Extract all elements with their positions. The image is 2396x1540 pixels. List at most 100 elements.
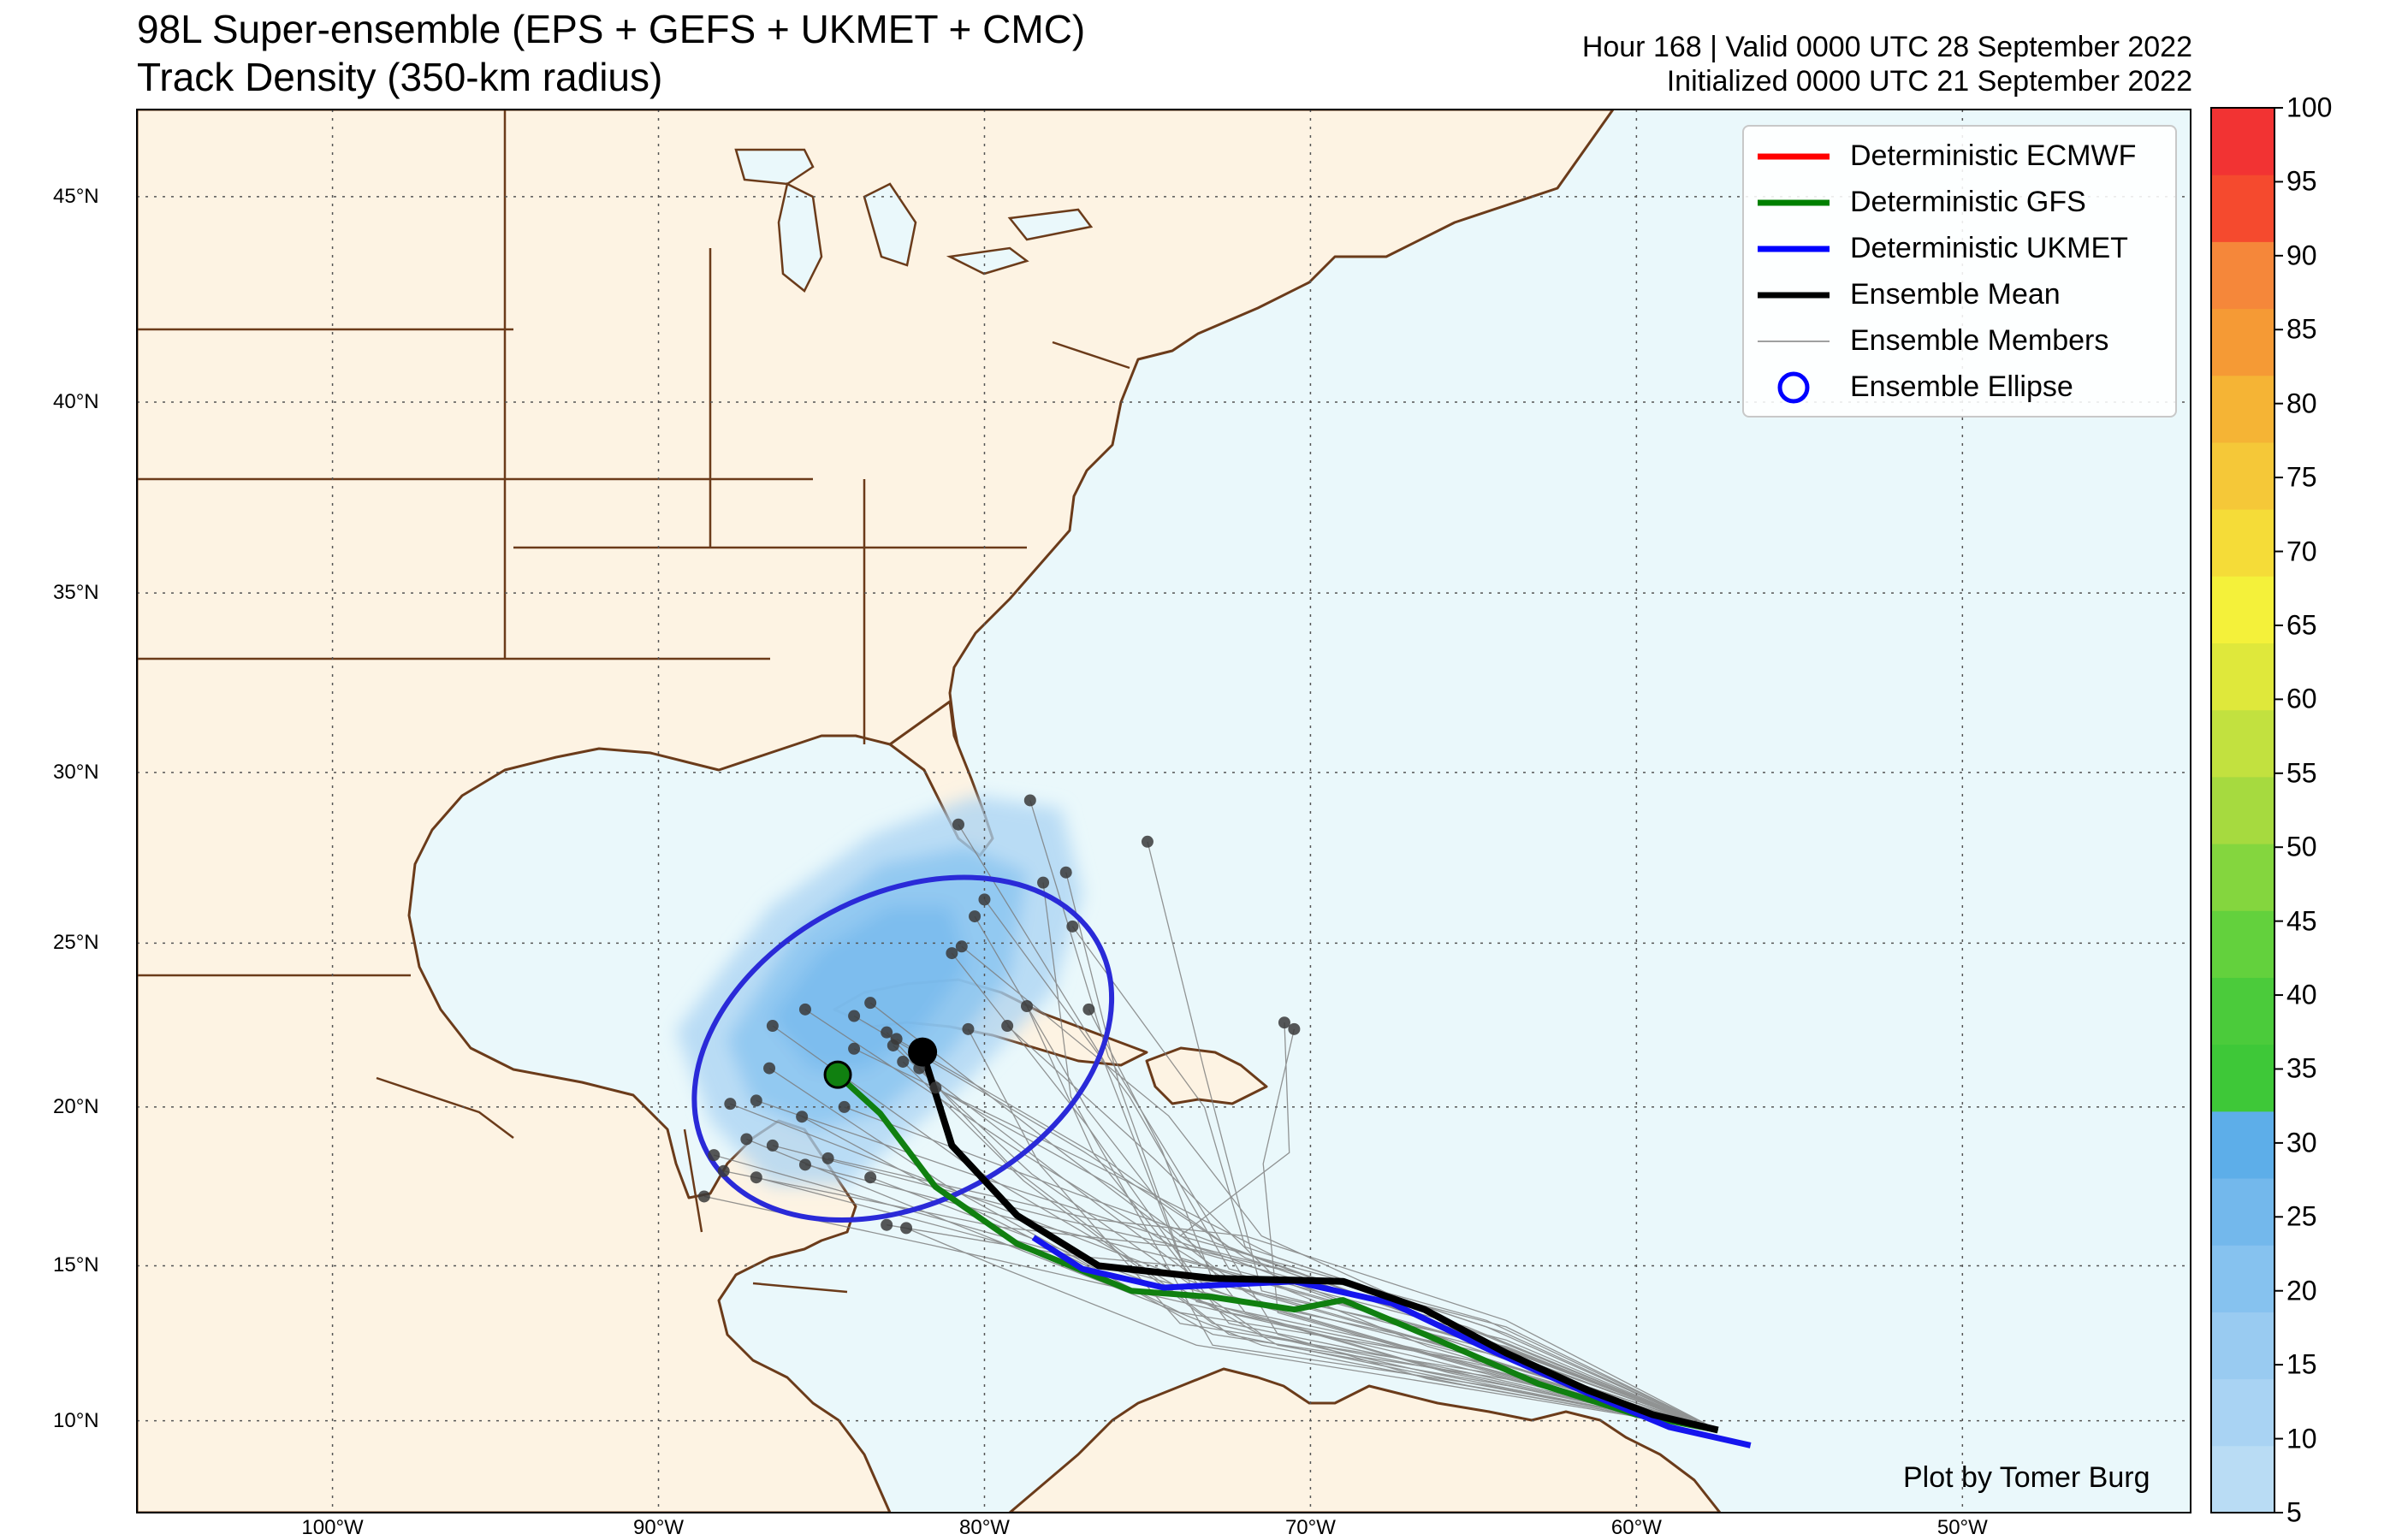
legend-swatch — [1758, 341, 1830, 342]
member-endpoint — [955, 940, 968, 953]
legend-item: Deterministic GFS — [1744, 181, 2175, 224]
legend-label: Deterministic ECMWF — [1850, 139, 2137, 172]
member-track — [1071, 926, 1718, 1431]
member-track — [1065, 872, 1718, 1431]
member-endpoint — [978, 893, 991, 906]
member-track — [853, 1015, 1718, 1431]
member-endpoint — [821, 1152, 834, 1164]
colorbar — [2211, 108, 2274, 1513]
init-time: Initialized 0000 UTC 21 September 2022 — [1666, 65, 2192, 98]
colorbar-tick-label: 65 — [2286, 609, 2317, 641]
member-endpoint — [697, 1190, 710, 1203]
chart-subtitle: Track Density (350-km radius) — [137, 55, 663, 99]
ukmet-track — [1031, 1235, 1752, 1448]
colorbar-segment — [2211, 441, 2274, 510]
colorbar-tick-label: 75 — [2286, 461, 2317, 493]
legend: Deterministic ECMWF Deterministic GFS Dete… — [1742, 125, 2177, 418]
member-track — [1178, 1022, 1718, 1431]
colorbar-segment — [2211, 643, 2274, 711]
member-endpoint — [848, 1042, 861, 1055]
chart-title: 98L Super-ensemble (EPS + GEFS + UKMET +… — [137, 7, 1086, 51]
member-endpoint — [969, 910, 982, 923]
gfs-track — [835, 1072, 1719, 1433]
colorbar-tick-label: 85 — [2286, 313, 2317, 345]
colorbar-ticks — [2274, 107, 2283, 1513]
colorbar-tick-label: 10 — [2286, 1423, 2317, 1454]
state-borders — [137, 110, 1130, 1294]
colorbar-segment — [2211, 175, 2274, 242]
colorbar-tick-label: 15 — [2286, 1348, 2317, 1380]
lon-label: 50°W — [1936, 1516, 1988, 1539]
lat-label: 30°N — [53, 760, 99, 784]
colorbar-segment — [2211, 241, 2274, 310]
lat-label: 35°N — [53, 581, 99, 605]
member-endpoint — [881, 1026, 893, 1039]
member-endpoint — [890, 1033, 903, 1045]
colorbar-segment — [2211, 375, 2274, 443]
legend-swatch — [1758, 292, 1830, 299]
lat-label: 20°N — [53, 1094, 99, 1118]
legend-item: Deterministic ECMWF — [1744, 135, 2175, 178]
legend-swatch — [1758, 153, 1830, 160]
colorbar-segment — [2211, 1378, 2274, 1447]
colorbar-tick-label: 50 — [2286, 831, 2317, 862]
colorbar-segment — [2211, 1245, 2274, 1312]
member-track — [1147, 841, 1718, 1431]
colorbar-tick-label: 5 — [2286, 1496, 2302, 1528]
legend-label: Ensemble Mean — [1850, 278, 2061, 311]
member-endpoint — [1082, 1003, 1095, 1016]
member-endpoint — [864, 1171, 877, 1184]
colorbar-tick-label: 55 — [2286, 757, 2317, 789]
lon-label: 90°W — [633, 1516, 684, 1539]
colorbar-tick-label: 95 — [2286, 165, 2317, 197]
member-endpoint — [952, 818, 964, 831]
member-track — [1042, 882, 1718, 1431]
ensemble-mean-track — [919, 1051, 1719, 1434]
colorbar-segment — [2211, 1312, 2274, 1380]
lat-label: 10°N — [53, 1408, 99, 1432]
colorbar-tick-label: 35 — [2286, 1052, 2317, 1084]
colorbar-tick-label: 70 — [2286, 536, 2317, 567]
valid-time: Hour 168 | Valid 0000 UTC 28 September 2… — [1581, 31, 2192, 63]
member-endpoint — [1059, 866, 1072, 879]
member-endpoint — [1021, 1000, 1033, 1013]
member-endpoint — [881, 1218, 893, 1231]
member-endpoint — [750, 1171, 762, 1184]
member-endpoint — [750, 1094, 762, 1107]
member-endpoint — [962, 1022, 975, 1035]
member-endpoint — [1288, 1022, 1301, 1035]
colorbar-segment — [2211, 1445, 2274, 1513]
member-endpoint — [1066, 920, 1079, 933]
legend-label: Ensemble Ellipse — [1850, 370, 2073, 403]
member-endpoint — [724, 1098, 737, 1111]
legend-item: Ensemble Mean — [1744, 274, 2175, 317]
legend-item: Ensemble Members — [1744, 320, 2175, 363]
colorbar-segment — [2211, 977, 2274, 1045]
lat-label: 40°N — [53, 389, 99, 413]
member-track — [896, 1038, 1718, 1431]
member-track — [723, 1170, 1718, 1431]
colorbar-segment — [2211, 910, 2274, 978]
member-endpoint — [708, 1149, 721, 1162]
colorbar-tick-label: 45 — [2286, 905, 2317, 937]
member-endpoint — [1141, 835, 1154, 848]
member-endpoint — [766, 1020, 779, 1033]
legend-label: Deterministic GFS — [1850, 186, 2086, 218]
mean-end-marker — [908, 1037, 938, 1067]
colorbar-tick-label: 30 — [2286, 1127, 2317, 1158]
gridlines — [137, 110, 2191, 1513]
lon-label: 60°W — [1610, 1516, 1662, 1539]
member-endpoint — [848, 1010, 861, 1022]
member-endpoint — [900, 1222, 913, 1235]
member-endpoint — [1278, 1016, 1290, 1029]
legend-item: Ensemble Ellipse — [1744, 366, 2175, 409]
lon-label: 80°W — [958, 1516, 1010, 1539]
member-track — [844, 1106, 1718, 1431]
colorbar-segment — [2211, 709, 2274, 778]
colorbar-segment — [2211, 844, 2274, 911]
member-endpoint — [740, 1133, 753, 1146]
map-frame — [136, 109, 2191, 1513]
lon-label: 100°W — [301, 1516, 364, 1539]
member-endpoint — [763, 1062, 776, 1075]
